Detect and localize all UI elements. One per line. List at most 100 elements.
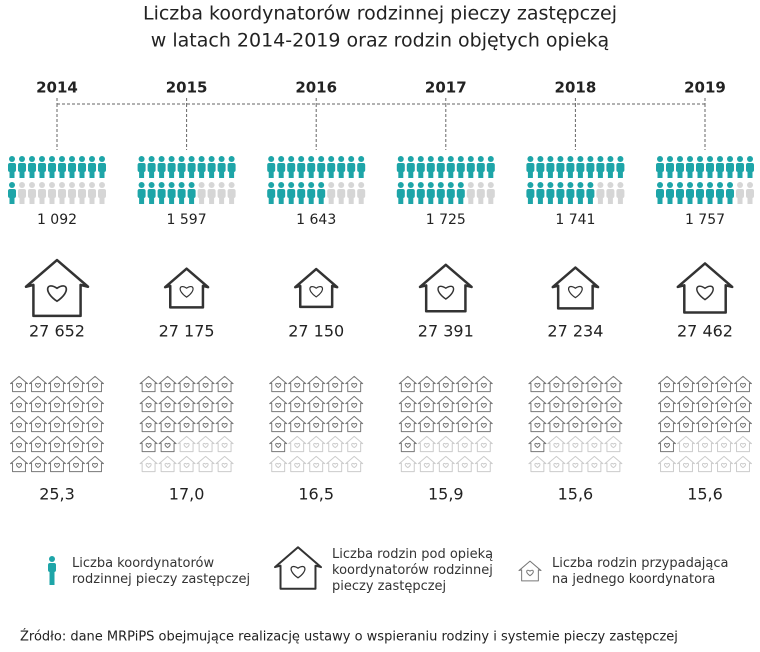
person-icon — [687, 156, 693, 162]
person-icon — [567, 171, 573, 178]
value-label: 25,3 — [39, 485, 75, 504]
house-icon — [48, 455, 66, 473]
heart-icon — [34, 462, 42, 469]
person-icon — [38, 189, 46, 198]
people-pictogram — [8, 156, 106, 204]
person-icon — [208, 156, 215, 162]
person-icon — [486, 163, 495, 172]
person-icon — [167, 189, 176, 198]
person-icon — [78, 189, 86, 198]
house-icon — [293, 267, 339, 309]
heart-icon — [534, 462, 541, 469]
house-icon — [139, 435, 158, 453]
house-icon — [158, 375, 177, 393]
person-icon — [159, 171, 165, 178]
house-icon — [676, 262, 734, 314]
person-icon — [169, 197, 175, 204]
person-icon — [338, 156, 345, 162]
heart-icon — [313, 402, 320, 409]
house-icon — [29, 415, 47, 433]
person-icon — [228, 156, 235, 162]
heart-icon — [553, 422, 560, 429]
heart-icon — [183, 462, 190, 469]
house-icon — [604, 395, 623, 413]
person-icon — [178, 156, 185, 162]
person-icon — [657, 156, 663, 162]
person-icon — [417, 156, 424, 162]
person-icon — [328, 156, 335, 162]
house-icon — [436, 395, 455, 413]
heart-icon — [15, 402, 23, 409]
house-icon — [86, 395, 104, 413]
heart-icon — [442, 402, 449, 409]
house-icon — [48, 415, 66, 433]
person-icon — [28, 189, 36, 198]
person-icon — [147, 163, 156, 172]
heart-icon — [461, 422, 468, 429]
heart-icon — [423, 462, 430, 469]
heart-icon — [183, 402, 190, 409]
heart-icon — [442, 462, 449, 469]
house-icon — [24, 258, 90, 318]
person-icon — [536, 163, 545, 172]
heart-icon — [275, 442, 282, 449]
person-icon — [157, 189, 166, 198]
heart-icon — [53, 422, 61, 429]
house-icon — [696, 435, 714, 453]
person-icon — [88, 163, 96, 172]
heart-icon — [290, 565, 306, 579]
person-icon — [19, 156, 25, 162]
person-icon — [596, 189, 605, 198]
person-icon — [137, 163, 146, 172]
heart-icon — [202, 462, 209, 469]
heart-icon — [423, 382, 430, 389]
person-icon — [488, 171, 494, 178]
person-icon — [657, 182, 663, 188]
person-icon — [696, 189, 704, 198]
house-icon — [326, 375, 345, 393]
house-icon — [436, 375, 455, 393]
person-icon — [707, 171, 713, 178]
heart-icon — [275, 462, 282, 469]
person-icon — [438, 197, 444, 204]
person-icon — [278, 197, 284, 204]
person-icon — [327, 189, 336, 198]
house-icon — [658, 435, 676, 453]
person-icon — [358, 171, 364, 178]
person-icon — [29, 171, 35, 178]
person-icon — [18, 189, 26, 198]
heart-icon — [720, 402, 728, 409]
person-icon — [527, 197, 533, 204]
house-icon — [547, 375, 566, 393]
house-icon — [139, 455, 158, 473]
heart-icon — [404, 462, 411, 469]
year-label: 2014 — [36, 79, 78, 97]
house-icon — [398, 375, 417, 393]
person-icon — [358, 182, 365, 188]
person-icon — [338, 171, 344, 178]
person-icon — [657, 171, 663, 178]
person-icon — [448, 197, 454, 204]
person-icon — [337, 189, 346, 198]
person-icon — [139, 171, 145, 178]
heart-icon — [591, 402, 598, 409]
person-icon — [576, 189, 585, 198]
person-icon — [39, 156, 45, 162]
person-icon — [187, 163, 196, 172]
heart-icon — [437, 285, 455, 300]
house-icon — [734, 455, 752, 473]
house-icon — [48, 375, 66, 393]
person-icon — [288, 197, 294, 204]
person-icon — [536, 189, 545, 198]
person-icon — [717, 156, 723, 162]
person-icon — [168, 156, 175, 162]
heart-icon — [53, 462, 61, 469]
person-icon — [288, 156, 295, 162]
person-icon — [48, 563, 56, 572]
person-icon — [69, 182, 75, 188]
value-label: 27 150 — [288, 322, 344, 341]
person-icon — [357, 189, 366, 198]
house-icon — [677, 375, 695, 393]
person-icon — [89, 182, 95, 188]
year-label: 2015 — [166, 79, 208, 97]
